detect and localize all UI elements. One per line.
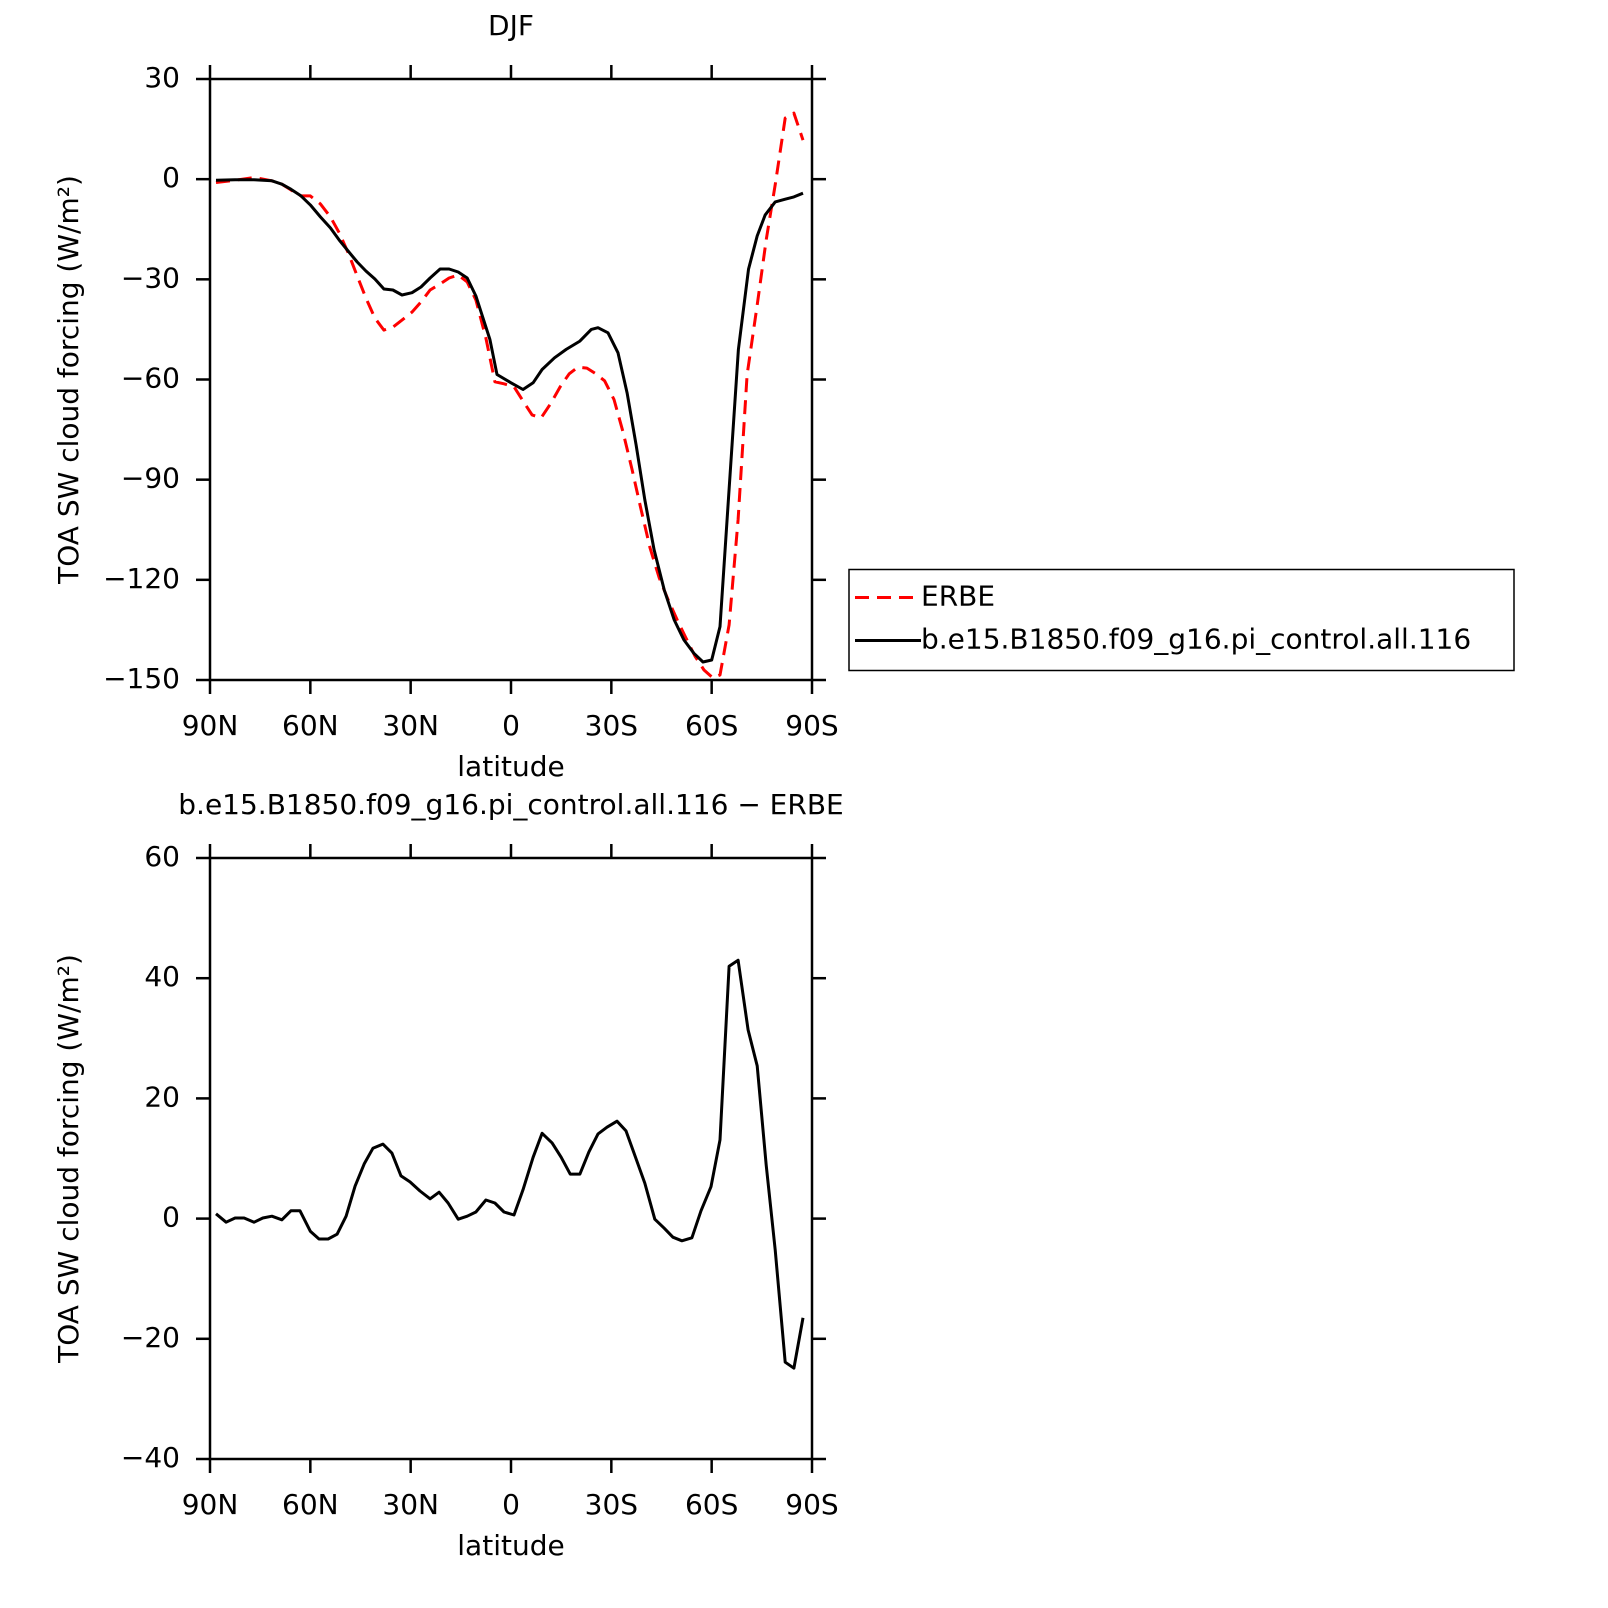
x-tick-label: 30S [585,1488,638,1521]
x-axis-label: latitude [457,1529,564,1562]
chart-title: DJF [488,9,534,42]
x-tick-label: 60N [282,1488,339,1521]
y-axis-label: TOA SW cloud forcing (W/m²) [52,954,85,1364]
x-tick-label: 60S [685,709,738,742]
data-line [215,178,804,664]
x-tick-label: 30N [382,1488,439,1521]
y-tick-label: 20 [144,1080,180,1113]
legend-label: ERBE [921,580,995,613]
y-tick-label: 60 [144,840,180,873]
plot-frame [208,856,814,1461]
x-tick-label: 30S [585,709,638,742]
y-tick-label: 0 [162,1201,180,1234]
data-line [215,111,805,680]
y-axis-label: TOA SW cloud forcing (W/m²) [52,175,85,585]
legend-box [848,568,1515,672]
y-tick-label: −90 [121,462,180,495]
y-tick-label: −60 [121,362,180,395]
x-tick-label: 90S [785,709,838,742]
x-tick-label: 90N [182,1488,239,1521]
y-tick-label: −150 [103,662,180,695]
x-tick-label: 0 [502,1488,520,1521]
y-tick-label: 30 [144,61,180,94]
x-tick-label: 90N [182,709,239,742]
x-tick-label: 30N [382,709,439,742]
chart-title: b.e15.B1850.f09_g16.pi_control.all.116 −… [178,788,843,821]
y-tick-label: −20 [121,1321,180,1354]
data-line [215,958,805,1370]
x-tick-label: 60S [685,1488,738,1521]
x-tick-label: 0 [502,709,520,742]
legend-label: b.e15.B1850.f09_g16.pi_control.all.116 [921,623,1471,656]
x-axis-label: latitude [457,750,564,783]
y-tick-label: −120 [103,562,180,595]
x-tick-label: 60N [282,709,339,742]
y-tick-label: −30 [121,261,180,294]
y-tick-label: 0 [162,161,180,194]
x-tick-label: 90S [785,1488,838,1521]
y-tick-label: −40 [121,1441,180,1474]
y-tick-label: 40 [144,960,180,993]
plot-frame [208,77,814,682]
